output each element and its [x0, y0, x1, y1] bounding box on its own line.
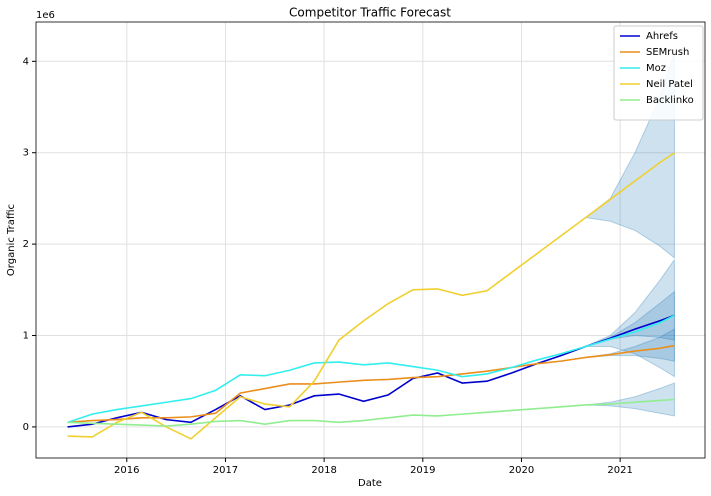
- y-tick-label: 1: [23, 331, 29, 342]
- y-tick-label: 4: [23, 56, 29, 67]
- confidence-band: [585, 382, 675, 417]
- legend-label: Neil Patel: [646, 79, 693, 90]
- series-line: [67, 344, 675, 424]
- series-line: [67, 314, 675, 428]
- legend-label: SEMrush: [646, 47, 689, 58]
- series-line: [67, 152, 675, 440]
- series-line: [67, 314, 675, 424]
- y-axis-label: Organic Traffic: [6, 204, 17, 276]
- y-tick-label: 0: [23, 422, 29, 433]
- x-tick-label: 2017: [213, 465, 238, 476]
- x-tick-label: 2020: [509, 465, 534, 476]
- x-tick-label: 2016: [114, 465, 139, 476]
- x-tick-label: 2018: [311, 465, 336, 476]
- legend-box: [613, 25, 704, 121]
- series-line: [67, 398, 675, 427]
- x-axis-label: Date: [358, 478, 382, 489]
- chart-title: Competitor Traffic Forecast: [289, 6, 451, 20]
- confidence-band: [584, 52, 675, 259]
- y-offset-label: 1e6: [36, 10, 55, 21]
- legend-label: Moz: [646, 63, 666, 74]
- y-tick-label: 3: [23, 148, 29, 159]
- legend-label: Backlinko: [646, 95, 694, 106]
- confidence-band: [585, 258, 675, 378]
- x-tick-label: 2021: [607, 465, 632, 476]
- legend-label: Ahrefs: [646, 31, 678, 42]
- x-tick-label: 2019: [410, 465, 435, 476]
- y-tick-label: 2: [23, 239, 29, 250]
- plot-frame: [35, 21, 706, 459]
- confidence-band: [585, 328, 675, 362]
